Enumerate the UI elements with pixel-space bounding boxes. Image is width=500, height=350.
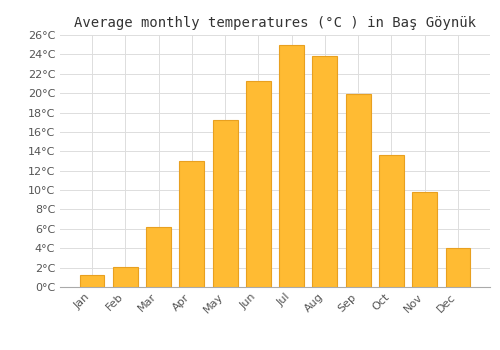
Bar xyxy=(412,192,437,287)
Bar xyxy=(113,267,138,287)
Bar xyxy=(180,161,204,287)
Bar xyxy=(346,94,370,287)
Bar xyxy=(212,120,238,287)
Bar xyxy=(279,45,304,287)
Title: Average monthly temperatures (°C ) in Baş Göynük: Average monthly temperatures (°C ) in Ba… xyxy=(74,16,476,30)
Bar xyxy=(379,155,404,287)
Bar xyxy=(80,275,104,287)
Bar xyxy=(446,248,470,287)
Bar xyxy=(312,56,338,287)
Bar xyxy=(146,227,171,287)
Bar xyxy=(246,80,271,287)
